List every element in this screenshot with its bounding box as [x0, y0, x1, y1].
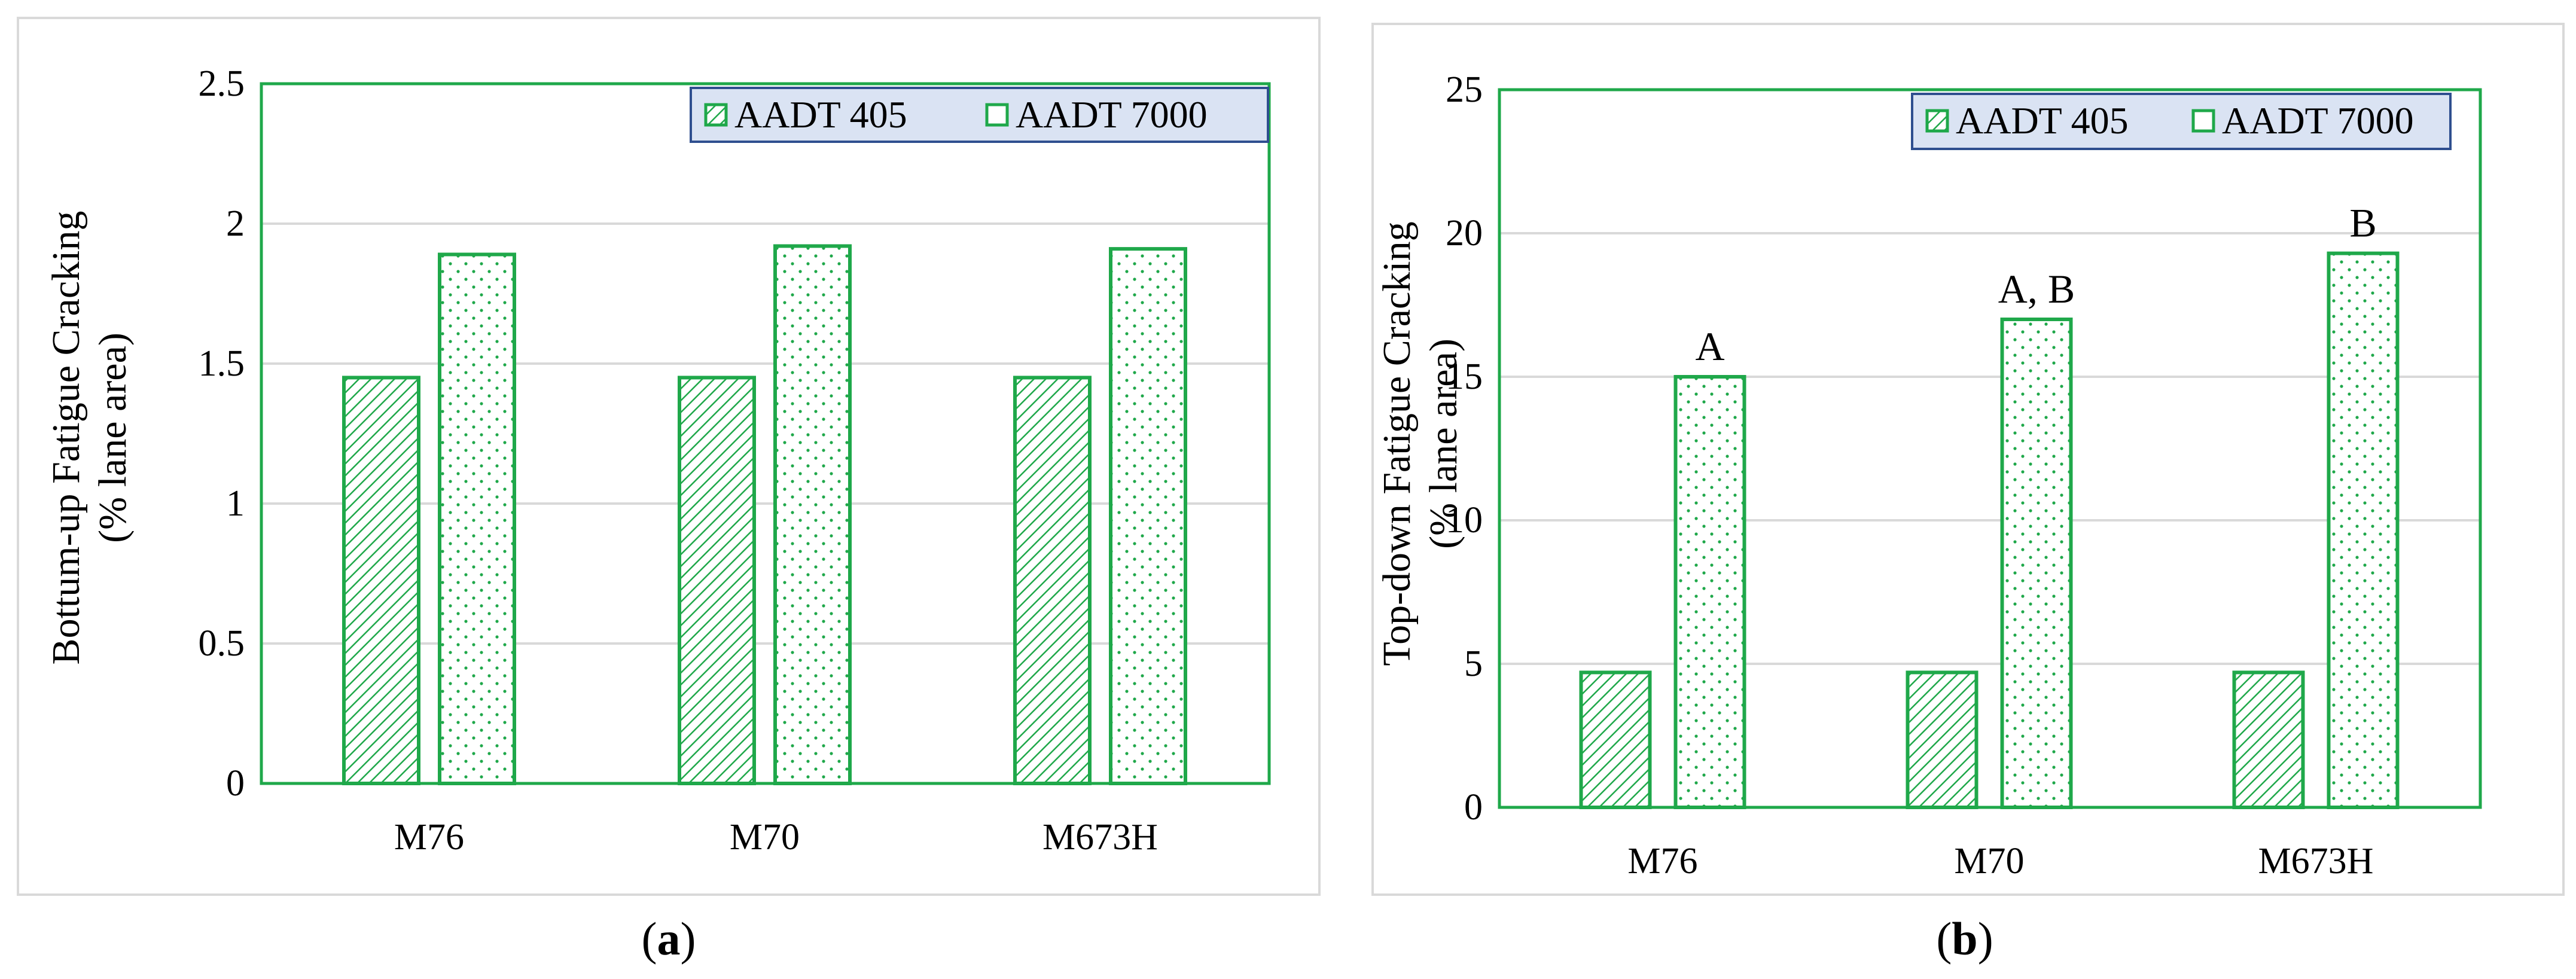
chart-a-svg: 0 0.5 1 1.5 2 2.5 M76 M70 M673H Bottum-up Fatigue… [44, 63, 1271, 858]
y-tick-label: 15 [1446, 356, 1483, 397]
plot-area-border [260, 82, 1271, 785]
legend-swatch [1925, 109, 1949, 133]
bar-m76-aadt405 [1579, 670, 1652, 810]
caption-a-label: a [657, 913, 681, 965]
x-tick-label: M673H [2258, 841, 2374, 882]
x-tick-label: M70 [1954, 841, 2024, 882]
x-tick-label: M76 [394, 817, 464, 858]
bar-m70-aadt405 [1906, 670, 1979, 810]
bar-m70-aadt7000 [2000, 318, 2073, 809]
bar-m673h-aadt405 [1013, 376, 1092, 785]
y-tick-label: 1.5 [199, 343, 245, 384]
y-tick-label: 0.5 [199, 623, 245, 664]
legend-label: AADT 7000 [2222, 99, 2414, 142]
bar-m673h-aadt7000 [2327, 251, 2400, 810]
legend-box [1911, 93, 2452, 150]
bar-m76-aadt405 [342, 376, 420, 785]
bar-m76-aadt7000 [1673, 375, 1746, 809]
y-tick-label: 10 [1446, 500, 1483, 541]
x-tick-label: M76 [1627, 841, 1697, 882]
caption-b: (b) [1936, 913, 1993, 965]
y-tick-label: 0 [1464, 787, 1483, 828]
y-tick-label: 5 [1464, 643, 1483, 684]
annotation-label: B [2349, 200, 2376, 246]
bar-m673h-aadt7000 [1109, 247, 1187, 785]
chart-panel-b: 0 5 10 15 20 25 A M76 A, B M70 B M673H Top-down Fati… [1371, 23, 2565, 896]
chart-panel-a: 0 0.5 1 1.5 2 2.5 M76 M70 M673H Bottum-up Fatigue… [17, 17, 1321, 896]
bar-m673h-aadt405 [2232, 670, 2305, 810]
legend-label: AADT 405 [1956, 99, 2129, 142]
bar-m70-aadt405 [678, 376, 756, 785]
bar-m76-aadt7000 [438, 252, 516, 786]
y-axis-label: Bottum-up Fatigue Cracking(% lane area) [44, 211, 135, 665]
legend-swatch [985, 103, 1009, 127]
legend-swatch [704, 103, 728, 127]
chart-b-svg: 0 5 10 15 20 25 A M76 A, B M70 B M673H Top-down Fati… [1375, 69, 2482, 882]
y-tick-label: 25 [1446, 69, 1483, 110]
y-tick-label: 0 [226, 763, 245, 804]
annotation-label: A, B [1998, 266, 2075, 312]
legend: AADT 405 AADT 7000 [690, 87, 1269, 143]
annotation-label: A [1695, 324, 1724, 369]
y-tick-label: 2.5 [199, 63, 245, 104]
y-tick-label: 20 [1446, 213, 1483, 254]
y-tick-label: 1 [226, 483, 245, 524]
y-axis-label: Top-down Fatigue Cracking(% lane area) [1375, 221, 1465, 666]
x-tick-label: M70 [730, 817, 800, 858]
caption-a: (a) [641, 913, 696, 965]
legend-label: AADT 405 [734, 93, 907, 136]
x-tick-label: M673H [1042, 817, 1158, 858]
y-tick-label: 2 [226, 203, 245, 244]
legend-swatch [2191, 109, 2215, 133]
legend: AADT 405 AADT 7000 [1911, 93, 2452, 150]
plot-area-border [1498, 88, 2482, 809]
bar-m70-aadt7000 [773, 244, 852, 785]
legend-box [690, 87, 1269, 143]
legend-label: AADT 7000 [1016, 93, 1208, 136]
caption-b-label: b [1952, 913, 1978, 965]
